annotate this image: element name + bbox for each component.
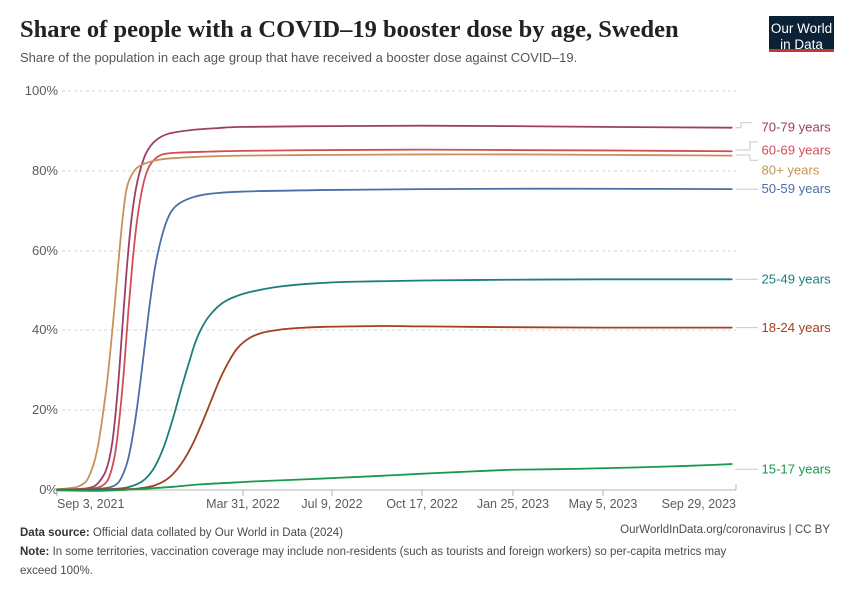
svg-text:15-17 years: 15-17 years bbox=[762, 462, 832, 477]
svg-text:Sep 3, 2021: Sep 3, 2021 bbox=[57, 497, 124, 511]
svg-text:0%: 0% bbox=[39, 482, 58, 497]
svg-text:100%: 100% bbox=[25, 83, 59, 98]
svg-text:May 5, 2023: May 5, 2023 bbox=[569, 497, 638, 511]
svg-text:80+ years: 80+ years bbox=[762, 163, 820, 178]
svg-text:Jul 9, 2022: Jul 9, 2022 bbox=[301, 497, 362, 511]
svg-text:20%: 20% bbox=[32, 402, 58, 417]
svg-text:80%: 80% bbox=[32, 163, 58, 178]
svg-text:60-69 years: 60-69 years bbox=[762, 143, 832, 158]
svg-text:40%: 40% bbox=[32, 322, 58, 337]
svg-text:Oct 17, 2022: Oct 17, 2022 bbox=[386, 497, 458, 511]
svg-text:25-49 years: 25-49 years bbox=[762, 272, 832, 287]
svg-text:50-59 years: 50-59 years bbox=[762, 181, 832, 196]
svg-text:Mar 31, 2022: Mar 31, 2022 bbox=[206, 497, 280, 511]
svg-text:70-79 years: 70-79 years bbox=[762, 120, 832, 135]
svg-text:18-24 years: 18-24 years bbox=[762, 320, 832, 335]
svg-text:60%: 60% bbox=[32, 243, 58, 258]
svg-text:Sep 29, 2023: Sep 29, 2023 bbox=[662, 497, 736, 511]
svg-text:Jan 25, 2023: Jan 25, 2023 bbox=[477, 497, 549, 511]
